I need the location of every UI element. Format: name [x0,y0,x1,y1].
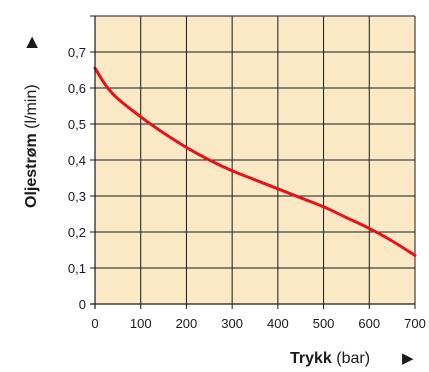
x-tick-label: 600 [358,316,380,331]
x-tick-label: 700 [404,316,426,331]
x-axis-label-main: Trykk [290,350,332,367]
x-tick-label: 300 [221,316,243,331]
x-axis-arrow-icon: ▶ [402,350,414,367]
y-axis-label-unit: (l/min) [23,84,40,133]
x-tick-label: 0 [91,316,98,331]
series-group [93,66,417,257]
x-axis-label: Trykk (bar) [290,350,370,367]
y-tick-label: 0,6 [68,81,86,96]
y-axis-label-main: Oljestrøm [23,133,40,208]
y-axis-arrow-icon: ▶ [23,36,40,48]
x-tick-labels: 0 100 200 300 400 500 600 700 [91,316,425,331]
x-axis-label-unit: (bar) [332,350,370,367]
x-tick-label: 400 [267,316,289,331]
y-tick-label: 0,1 [68,261,86,276]
x-tick-label: 500 [313,316,335,331]
y-axis-label: Oljestrøm (l/min) [23,84,40,208]
y-tick-label: 0,4 [68,153,86,168]
y-tick-label: 0,7 [68,45,86,60]
y-tick-labels: 0 0,1 0,2 0,3 0,4 0,5 0,6 0,7 [68,45,86,312]
y-tick-label: 0 [79,297,86,312]
x-tick-label: 100 [130,316,152,331]
y-tick-label: 0,3 [68,189,86,204]
x-tick-label: 200 [176,316,198,331]
axes [90,16,415,309]
series-line [93,66,417,257]
y-axis-label-group: Oljestrøm (l/min) ▶ [23,36,40,208]
y-tick-label: 0,5 [68,117,86,132]
y-tick-label: 0,2 [68,225,86,240]
